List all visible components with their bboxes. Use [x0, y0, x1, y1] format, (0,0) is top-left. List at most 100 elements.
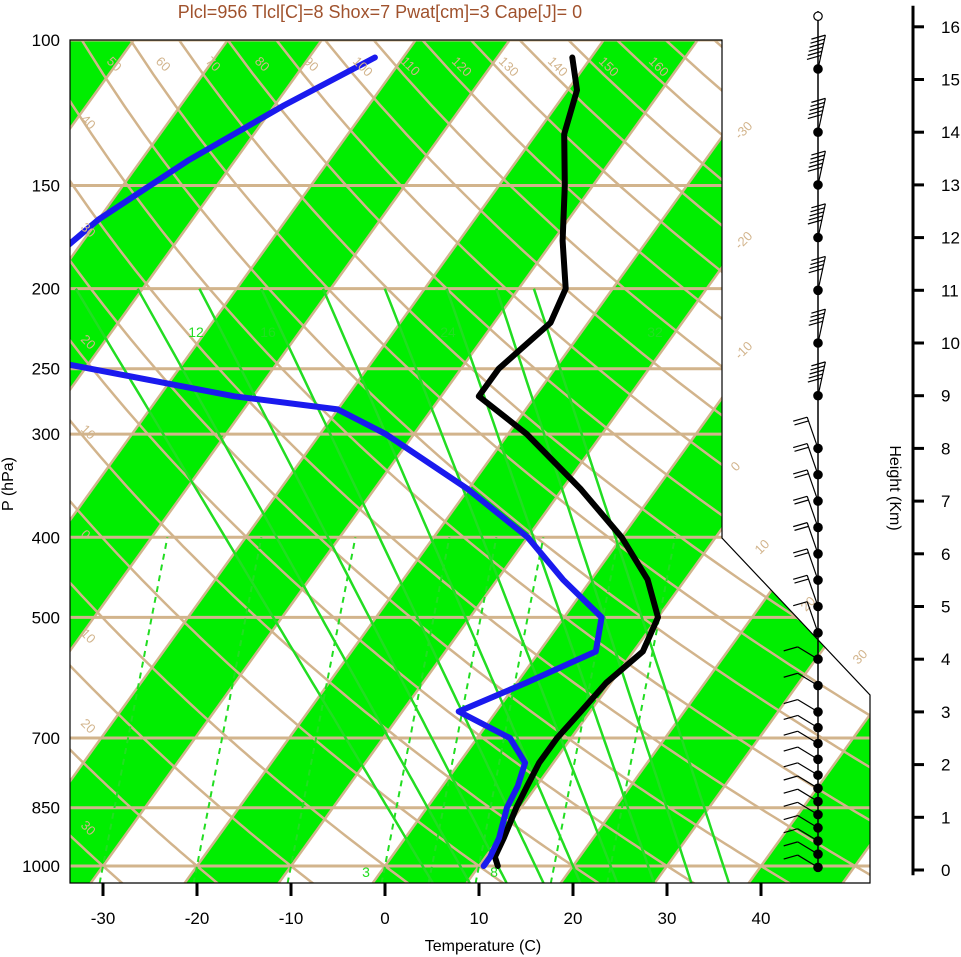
wind-barb-flag — [783, 814, 798, 821]
wind-barb-flag — [783, 699, 798, 705]
wind-barb-staff — [817, 203, 826, 238]
moist-adiabat-label: 16 — [260, 324, 276, 340]
wind-barb-flag — [783, 828, 798, 834]
wind-barb-staff — [797, 699, 819, 713]
wind-barb-flag — [783, 788, 798, 794]
dry-adiabat — [247, 40, 870, 883]
wind-barb-flag — [807, 166, 823, 172]
wind-barb-staff — [806, 496, 819, 528]
wind-barb-staff — [797, 828, 819, 842]
wind-barb-flag — [794, 446, 809, 452]
wind-barb-flag — [810, 154, 825, 160]
height-tick-label: 13 — [941, 176, 960, 195]
wind-barb-staff — [806, 575, 819, 607]
pressure-tick-label: 500 — [32, 608, 60, 627]
wind-barb-staff — [817, 150, 826, 186]
wind-barb-flag — [793, 574, 808, 580]
isotherm-line — [171, 40, 820, 883]
wind-barb-flag — [809, 264, 824, 270]
temperature-line — [475, 54, 661, 869]
sounding-series — [70, 54, 661, 869]
moist-adiabat — [445, 288, 656, 883]
mixing-ratio-label: 8 — [490, 864, 498, 880]
height-tick-label: 16 — [941, 18, 960, 37]
dry-adiabat — [70, 40, 336, 883]
wind-barb-flag — [794, 499, 809, 505]
wind-barb-flag — [783, 801, 798, 807]
y-axis-title: P (hPa) — [0, 457, 17, 511]
wind-barb-flag — [793, 601, 808, 607]
height-tick-label: 2 — [941, 756, 950, 775]
pressure-tick-label: 250 — [32, 360, 60, 379]
height-tick-label: 4 — [941, 650, 950, 669]
wind-barb-staff — [797, 854, 819, 868]
height-tick-label: 8 — [941, 439, 950, 458]
dry-adiabat-label: 140 — [545, 54, 571, 80]
wind-barb-flag — [809, 158, 824, 164]
wind-barb-staff — [797, 801, 819, 816]
wind-barb-flag — [793, 469, 808, 475]
x-tick-label: 30 — [658, 909, 677, 928]
wind-station-dot — [813, 11, 823, 22]
wind-barb-staff — [806, 522, 819, 554]
moist-adiabat-label: 12 — [188, 324, 204, 340]
wind-barb-flag — [794, 552, 809, 558]
wind-barb-flag — [783, 762, 798, 768]
mixing-ratio-line — [192, 537, 263, 883]
x-tick-label: -10 — [279, 909, 304, 928]
moist-adiabat — [136, 288, 472, 883]
wind-barb-staff — [797, 746, 819, 760]
x-tick-label: 10 — [470, 909, 489, 928]
isotherm-label: -20 — [732, 228, 756, 252]
wind-barb-staff — [806, 469, 819, 502]
isotherm-line — [70, 40, 632, 883]
wind-barb-flag — [783, 746, 798, 752]
wind-barb-flag — [809, 316, 824, 322]
moist-adiabat — [495, 288, 693, 883]
moist-adiabat — [198, 288, 508, 883]
isotherm-line — [0, 2, 67, 900]
moist-adiabat — [532, 288, 731, 883]
height-tick-label: 12 — [941, 229, 960, 248]
wind-barb-flag — [793, 522, 808, 528]
wind-barb-staff — [797, 646, 819, 660]
moist-adiabat — [74, 288, 435, 883]
wind-barb-flag — [808, 268, 823, 274]
dry-adiabat — [70, 40, 870, 883]
pressure-tick-label: 1000 — [22, 857, 60, 876]
isotherm-label: -10 — [732, 338, 756, 362]
wind-barb-staff — [817, 35, 826, 70]
isotherm-label: 0 — [728, 458, 744, 474]
wind-barb-staff — [797, 775, 819, 789]
wind-barb-flag — [808, 373, 823, 379]
wind-barb-flag — [811, 34, 826, 40]
dry-adiabat — [70, 40, 870, 883]
dry-adiabat — [70, 40, 433, 883]
dry-adiabat-label: 130 — [496, 54, 522, 80]
wind-barb-staff — [817, 309, 826, 344]
wind-barb-flag — [783, 775, 798, 781]
wind-barb-flag — [808, 320, 823, 326]
isotherm-line — [359, 40, 870, 883]
x-tick-label: 20 — [564, 909, 583, 928]
moist-adiabat-label: 32 — [647, 324, 663, 340]
isotherm-line — [70, 40, 350, 883]
height-tick-label: 6 — [941, 545, 950, 564]
wind-barb-staff — [817, 361, 826, 396]
isotherm-band — [70, 40, 537, 883]
axes: -30 -20 -10 0 10 20 30 401001502002503004005007… — [22, 5, 960, 928]
pressure-tick-label: 300 — [32, 425, 60, 444]
isotherm-label: 10 — [752, 536, 773, 557]
mixing-ratio-line — [474, 537, 545, 883]
wind-barb-staff — [806, 548, 819, 581]
height-tick-label: 7 — [941, 492, 950, 511]
wind-barb-flag — [783, 646, 798, 652]
wind-barb-flag — [811, 97, 826, 103]
height-tick-label: 14 — [941, 123, 960, 142]
height-tick-label: 9 — [941, 387, 950, 406]
mixing-ratio-label: 3 — [362, 864, 370, 880]
mixing-ratio-line — [427, 537, 498, 883]
pressure-tick-label: 150 — [32, 176, 60, 195]
x-axis-title: Temperature (C) — [425, 938, 541, 955]
isotherm-line — [70, 40, 444, 883]
